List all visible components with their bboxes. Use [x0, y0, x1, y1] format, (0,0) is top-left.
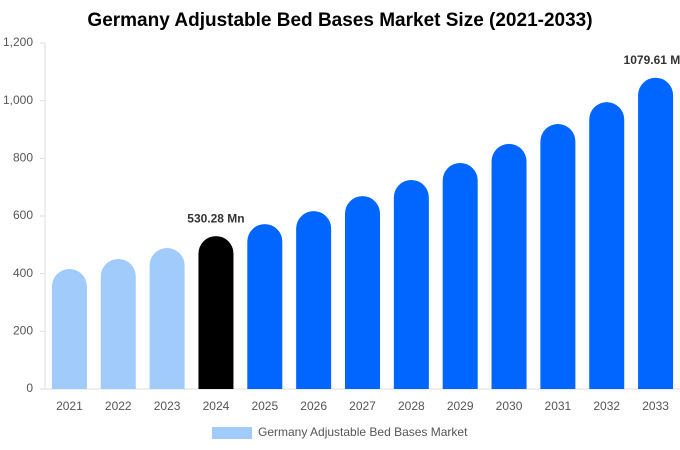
y-tick-label: 600: [13, 208, 33, 222]
bar: [589, 102, 625, 389]
bar: [247, 224, 283, 389]
y-tick-label: 400: [13, 266, 33, 280]
bar: [100, 258, 136, 389]
bar: [51, 269, 87, 389]
legend-swatch: [212, 427, 252, 439]
bar: [198, 236, 234, 389]
bar: [393, 179, 429, 389]
x-tick-label: 2027: [349, 399, 376, 413]
y-tick-label: 200: [13, 324, 33, 338]
bar: [149, 248, 185, 389]
bar: [442, 162, 478, 389]
bar: [345, 196, 380, 389]
x-tick-label: 2031: [545, 399, 572, 413]
bar: [296, 211, 332, 389]
value-label: 1079.61 Mn: [624, 53, 680, 67]
x-tick-label: 2029: [447, 399, 474, 413]
x-tick-label: 2033: [642, 399, 669, 413]
value-label: 530.28 Mn: [187, 211, 244, 225]
y-tick-label: 1,000: [3, 93, 33, 107]
x-tick-label: 2028: [398, 399, 425, 413]
x-tick-label: 2024: [203, 399, 230, 413]
x-tick-label: 2021: [56, 399, 83, 413]
x-tick-label: 2030: [496, 399, 523, 413]
x-tick-label: 2025: [251, 399, 278, 413]
bar: [638, 77, 674, 389]
x-tick-label: 2023: [154, 399, 181, 413]
chart-title: Germany Adjustable Bed Bases Market Size…: [87, 10, 592, 31]
y-tick-label: 1,200: [3, 35, 33, 49]
x-tick-label: 2032: [593, 399, 620, 413]
y-tick-label: 800: [13, 151, 33, 165]
bar: [540, 124, 576, 389]
legend-label: Germany Adjustable Bed Bases Market: [258, 425, 468, 439]
x-tick-label: 2026: [300, 399, 327, 413]
bar: [491, 143, 527, 389]
x-tick-label: 2022: [105, 399, 132, 413]
y-tick-label: 0: [26, 381, 33, 395]
